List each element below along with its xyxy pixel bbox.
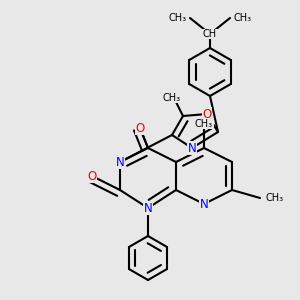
Text: CH₃: CH₃ <box>169 13 187 23</box>
Text: CH₃: CH₃ <box>233 13 251 23</box>
Text: CH₃: CH₃ <box>195 118 213 128</box>
Text: O: O <box>87 169 97 182</box>
Text: N: N <box>200 197 208 211</box>
Text: N: N <box>116 155 124 169</box>
Text: O: O <box>135 122 145 134</box>
Text: CH₃: CH₃ <box>266 193 284 203</box>
Text: CH: CH <box>203 29 217 39</box>
Text: N: N <box>144 202 152 214</box>
Text: N: N <box>188 142 196 154</box>
Text: O: O <box>202 107 211 121</box>
Text: CH₃: CH₃ <box>163 93 181 103</box>
